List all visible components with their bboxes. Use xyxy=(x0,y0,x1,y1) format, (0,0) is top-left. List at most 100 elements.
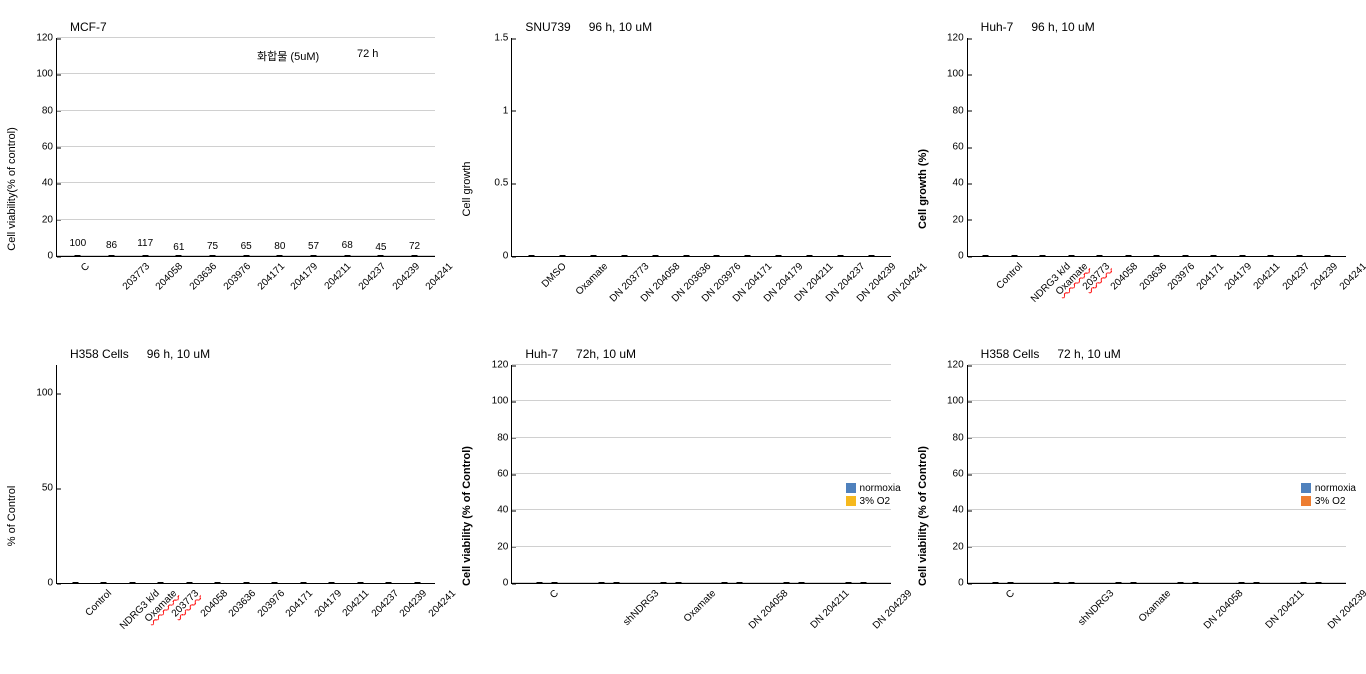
panel-subtitle: 96 h, 10 uM xyxy=(147,347,210,361)
bars-container xyxy=(512,38,890,256)
legend: normoxia 3% O2 xyxy=(1301,481,1356,509)
x-label: DN 204211 xyxy=(763,257,794,327)
x-label: 204179 xyxy=(1199,257,1228,327)
value-label: 100 xyxy=(69,238,86,249)
plot: 050100 xyxy=(56,365,435,584)
x-labels: DMSOOxamateDN 203773DN 204058DN 203636DN… xyxy=(511,257,890,327)
x-label: 204171 xyxy=(229,257,263,327)
y-axis-label: Cell viability (% of Control) xyxy=(917,446,929,586)
y-tick: 20 xyxy=(497,541,512,552)
x-label: 203976 xyxy=(195,257,229,327)
x-label: DN 204171 xyxy=(701,257,732,327)
panel-header: H358 Cells96 h, 10 uM xyxy=(70,347,435,361)
y-tick: 60 xyxy=(42,142,57,153)
x-label: DN 203976 xyxy=(670,257,701,327)
x-labels: ControlNDRG3 k/dOxamate20377320405820363… xyxy=(56,584,435,654)
legend-swatch xyxy=(1301,496,1311,506)
y-axis-label: % of Control xyxy=(6,485,18,546)
panel-subtitle: 96 h, 10 uM xyxy=(1031,20,1094,34)
y-tick: 80 xyxy=(42,105,57,116)
x-label: shNDRG3 xyxy=(577,584,639,654)
legend-swatch xyxy=(1301,483,1311,493)
value-label: 80 xyxy=(274,241,285,252)
panel-h358a: H358 Cells96 h, 10 uM% of Control050100C… xyxy=(20,347,435,654)
y-tick: 20 xyxy=(953,214,968,225)
chart-area: Cell viability (% of Control)02040608010… xyxy=(931,365,1346,654)
x-labels: ControlNDRG3 k/dOxamate20377320405820363… xyxy=(967,257,1346,327)
x-label: 203773 xyxy=(1056,257,1085,327)
x-label: Oxamate xyxy=(1028,257,1057,327)
legend-item: normoxia xyxy=(1301,483,1356,494)
y-tick: 40 xyxy=(497,505,512,516)
x-label: 203976 xyxy=(1142,257,1171,327)
y-tick: 20 xyxy=(953,541,968,552)
y-tick: 120 xyxy=(492,360,513,371)
y-tick: 80 xyxy=(953,432,968,443)
y-tick: 0 xyxy=(503,251,513,262)
legend-swatch xyxy=(846,483,856,493)
x-label: 204058 xyxy=(1085,257,1114,327)
panel-title: SNU739 xyxy=(525,20,570,34)
chart-annotation: 화합물 (5uM) xyxy=(257,48,319,64)
legend-label: 3% O2 xyxy=(860,496,891,507)
x-label: Oxamate xyxy=(546,257,577,327)
x-label: DN 203773 xyxy=(577,257,608,327)
panel-title: MCF-7 xyxy=(70,20,107,34)
chart-area: Cell growth (%)020406080100120ControlNDR… xyxy=(931,38,1346,327)
y-tick: 0 xyxy=(958,578,968,589)
value-label: 57 xyxy=(308,241,319,252)
y-tick: 1 xyxy=(503,105,513,116)
x-label: 204171 xyxy=(1171,257,1200,327)
legend-label: 3% O2 xyxy=(1315,496,1346,507)
panel-subtitle: 96 h, 10 uM xyxy=(589,20,652,34)
panel-header: Huh-772h, 10 uM xyxy=(525,347,890,361)
bars-container xyxy=(512,365,890,583)
value-label: 61 xyxy=(173,242,184,253)
y-tick: 0 xyxy=(47,578,57,589)
x-label: 203636 xyxy=(203,584,232,654)
panel-title: Huh-7 xyxy=(981,20,1014,34)
x-label: 204211 xyxy=(296,257,330,327)
plot-wrap: 00.511.5DMSOOxamateDN 203773DN 204058DN … xyxy=(511,38,890,327)
x-label: 204179 xyxy=(263,257,297,327)
panel-title: Huh-7 xyxy=(525,347,558,361)
plot-wrap: 050100ControlNDRG3 k/dOxamate20377320405… xyxy=(56,365,435,654)
panel-snu739: SNU73996 h, 10 uMCell growth00.511.5DMSO… xyxy=(475,20,890,327)
bars-container xyxy=(57,365,435,583)
y-tick: 100 xyxy=(492,396,513,407)
panel-mcf7: MCF-7Cell viability(% of control)0204060… xyxy=(20,20,435,327)
x-label: 204239 xyxy=(374,584,403,654)
legend-item: 3% O2 xyxy=(846,496,901,507)
x-label: NDRG3 k/d xyxy=(89,584,118,654)
chart-annotation: 72 h xyxy=(357,48,378,60)
y-tick: 100 xyxy=(947,396,968,407)
value-label: 45 xyxy=(375,242,386,253)
x-label: DN 204211 xyxy=(1218,584,1280,654)
x-label: 204237 xyxy=(346,584,375,654)
x-label: 204241 xyxy=(403,584,432,654)
chart-area: Cell growth00.511.5DMSOOxamateDN 203773D… xyxy=(475,38,890,327)
plot: 020406080100120 xyxy=(967,38,1346,257)
x-label: 204211 xyxy=(1228,257,1257,327)
chart-area: Cell viability (% of Control)02040608010… xyxy=(475,365,890,654)
x-label: C xyxy=(515,584,577,654)
value-label: 65 xyxy=(241,241,252,252)
legend: normoxia3% O2 xyxy=(846,481,901,509)
plot: 020406080100120100861176175658057684572화… xyxy=(56,38,435,257)
panel-h358b: H358 Cells72 h, 10 uMCell viability (% o… xyxy=(931,347,1346,654)
legend-item: 3% O2 xyxy=(1301,496,1356,507)
bars-container xyxy=(968,365,1346,583)
x-label: 203636 xyxy=(161,257,195,327)
x-label: 204237 xyxy=(330,257,364,327)
plot-wrap: 020406080100120100861176175658057684572화… xyxy=(56,38,435,327)
panel-huh7a: Huh-796 h, 10 uMCell growth (%)020406080… xyxy=(931,20,1346,327)
x-label: Control xyxy=(971,257,1000,327)
x-labels: CshNDRG3OxamateDN 204058DN 204211DN 2042… xyxy=(967,584,1346,654)
y-axis-label: Cell growth xyxy=(461,161,473,216)
plot: 00.511.5 xyxy=(511,38,890,257)
y-tick: 0.5 xyxy=(494,178,512,189)
x-label: 204058 xyxy=(128,257,162,327)
x-label: 203773 xyxy=(94,257,128,327)
y-tick: 40 xyxy=(953,505,968,516)
plot-wrap: 020406080100120CshNDRG3OxamateDN 204058D… xyxy=(967,365,1346,654)
